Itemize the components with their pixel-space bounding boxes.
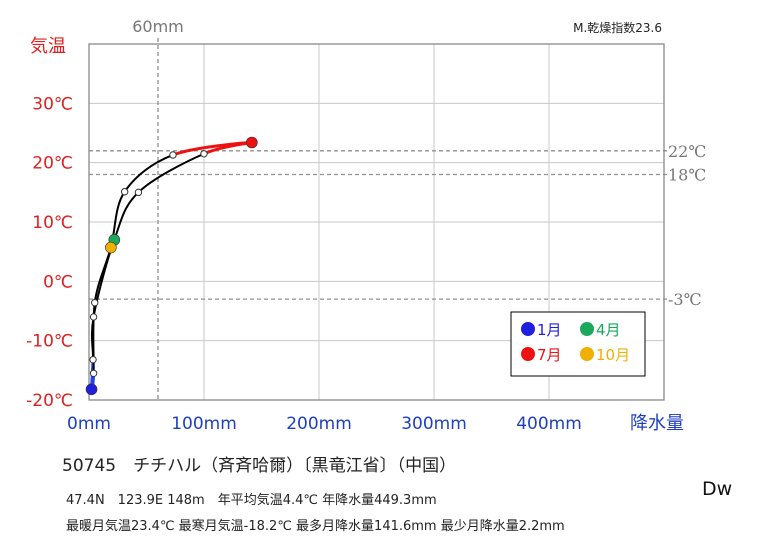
y-tick-label: -20℃ (26, 391, 73, 411)
month-point-8 (169, 151, 177, 159)
legend-marker (580, 322, 594, 336)
ref-label-temp: 22℃ (668, 142, 706, 161)
legend-label: 10月 (596, 346, 630, 364)
legend-label: 4月 (596, 321, 621, 339)
ref-label-precip: 60mm (132, 17, 184, 36)
plot-frame (88, 43, 665, 401)
ref-label-temp: 18℃ (668, 166, 706, 185)
month-point-6 (200, 150, 208, 158)
y-tick-label: 0℃ (43, 272, 73, 292)
climograph-curve (90, 140, 254, 392)
climate-classification: Dw (702, 478, 733, 500)
station-name: 50745 チチハル（斉斉哈爾）〔黒竜江省〕（中国） (62, 456, 457, 476)
x-tick-labels: 0mm 100mm 200mm 300mm 400mm (67, 414, 582, 434)
x-tick-label: 300mm (401, 414, 467, 434)
y-tick-label: 20℃ (32, 154, 73, 174)
curve-segment (92, 301, 96, 375)
x-axis-label: 降水量 (630, 413, 684, 434)
y-tick-label: 30℃ (32, 94, 73, 114)
curve-segment (93, 246, 112, 304)
legend-label: 1月 (537, 321, 562, 339)
reference-lines: 60mm 22℃ 18℃ -3℃ (89, 17, 706, 400)
legend-marker (521, 322, 535, 336)
month-point-12 (89, 369, 98, 377)
curve-segment (123, 153, 174, 193)
ref-label-temp: -3℃ (668, 290, 701, 309)
curve-segment (113, 191, 140, 241)
climate-chart: 60mm 22℃ 18℃ -3℃ 30℃ 20℃ 10℃ 0℃ -10℃ -20℃ 0mm 100… (26, 17, 706, 434)
y-tick-labels: 30℃ 20℃ 10℃ 0℃ -10℃ -20℃ (26, 94, 73, 411)
month-point-1 (85, 383, 98, 396)
month-point-11 (91, 298, 99, 307)
month-point-9 (120, 188, 129, 196)
x-tick-label: 0mm (67, 414, 111, 434)
y-tick-label: 10℃ (32, 213, 73, 233)
month-point-3 (89, 313, 98, 321)
month-point-5 (134, 188, 143, 197)
curve-segment (137, 152, 205, 194)
curve-segment (171, 140, 254, 157)
x-tick-label: 400mm (516, 414, 582, 434)
month-point-10 (105, 241, 117, 254)
x-tick-label: 200mm (286, 414, 352, 434)
x-tick-label: 100mm (171, 414, 237, 434)
legend-label: 7月 (537, 346, 562, 364)
month-points (85, 136, 258, 396)
legend-box (510, 311, 646, 377)
y-axis-label: 気温 (30, 36, 66, 57)
station-stats-line-1: 47.4N 123.9E 148m 年平均気温4.4℃ 年降水量449.3mm (66, 493, 437, 508)
legend: 1月 4月 7月 10月 (510, 311, 646, 377)
month-point-7 (246, 136, 258, 149)
legend-marker (580, 347, 594, 361)
month-point-2 (89, 355, 97, 364)
legend-marker (521, 347, 535, 361)
dryness-index: M.乾燥指数23.6 (573, 20, 662, 35)
y-tick-label: -10℃ (26, 332, 73, 352)
station-stats-line-2: 最暖月気温23.4℃ 最寒月気温-18.2℃ 最多月降水量141.6mm 最少月… (66, 519, 565, 534)
